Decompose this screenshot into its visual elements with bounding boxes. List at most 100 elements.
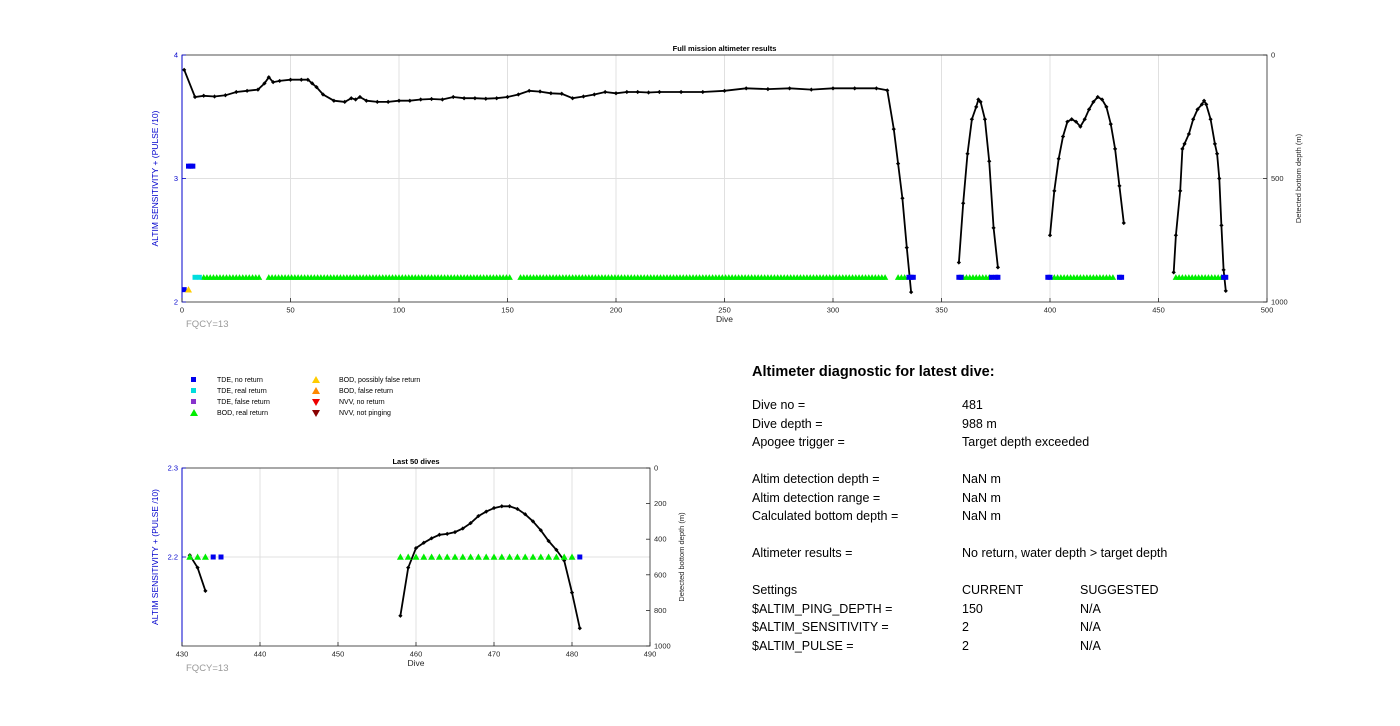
bod-real-return-marker	[506, 553, 514, 560]
depth-line-segment-point	[765, 86, 771, 92]
legend-label: BOD, possibly false return	[339, 376, 421, 384]
depth-line-segment	[958, 97, 999, 268]
y2-tick-label: 1000	[1271, 298, 1288, 307]
recent-depth-line-a-point	[195, 565, 200, 570]
depth-line-segment-point	[192, 94, 198, 100]
recent-depth-line-b-point	[406, 565, 411, 570]
depth-line-segment-point	[624, 89, 629, 95]
depth-line-segment-point	[722, 88, 727, 93]
chart-title: Last 50 dives	[392, 457, 439, 466]
frequency-annotation: FQCY=13	[186, 319, 229, 330]
bod-real-return-marker	[404, 553, 412, 560]
recent-depth-line-b-point	[484, 509, 489, 514]
x-tick-label: 300	[827, 306, 840, 315]
depth-line-segment-point	[904, 245, 909, 250]
y-tick-label: 2.2	[168, 553, 178, 562]
depth-line-segment-point	[1108, 122, 1113, 127]
bod-real-return-marker	[513, 553, 521, 560]
depth-line-segment-point	[744, 86, 749, 91]
depth-line-segment-point	[787, 86, 792, 91]
x-tick-label: 250	[718, 306, 731, 315]
darkred-down-triangle-icon	[312, 410, 320, 417]
y-tick-label: 2	[174, 298, 178, 307]
dive-no-label: Dive no =	[752, 398, 806, 412]
recent-depth-line-b-point	[499, 504, 504, 509]
row-detection-range: Altim detection range = NaN m	[752, 491, 1372, 510]
y-tick-label: 3	[174, 174, 178, 183]
purple-square-icon	[191, 399, 196, 404]
legend-item-bod-possibly-false: BOD, possibly false return	[312, 376, 420, 384]
row-dive-no: Dive no = 481	[752, 398, 1372, 417]
depth-line-segment-point	[1180, 146, 1185, 151]
detection-range-label: Altim detection range =	[752, 490, 881, 505]
depth-line-segment-point	[396, 98, 402, 103]
recent-depth-line-b-point	[530, 519, 536, 524]
recent-depth-line-b-point	[468, 521, 473, 526]
row-ping-depth: $ALTIM_PING_DEPTH = 150 N/A	[752, 602, 1372, 621]
bod-real-return-marker	[490, 553, 498, 560]
depth-line-segment-point	[592, 92, 597, 97]
x-axis-label: Dive	[407, 658, 424, 668]
depth-line-segment-point	[212, 94, 217, 99]
x-tick-label: 470	[488, 650, 501, 659]
y-tick-label: 2.3	[168, 464, 178, 473]
legend-label: BOD, false return	[339, 387, 394, 395]
tde-no-return-marker	[577, 554, 583, 560]
bod-real-return-marker	[201, 553, 209, 560]
legend-item-tde-no-return: TDE, no return	[190, 376, 263, 384]
legend-item-bod-real-return: BOD, real return	[190, 409, 268, 417]
x-tick-label: 150	[501, 306, 514, 315]
legend-item-tde-false-return: TDE, false return	[190, 398, 270, 406]
x-tick-label: 500	[1261, 306, 1274, 315]
recent-depth-line-b-point	[515, 506, 520, 512]
legend-label: TDE, false return	[217, 398, 270, 406]
pulse-current: 2	[962, 638, 969, 653]
legend-item-nvv-no-return: NVV, no return	[312, 398, 385, 406]
suggested-label: SUGGESTED	[1080, 583, 1159, 597]
red-down-triangle-icon	[312, 399, 320, 406]
row-detection-depth: Altim detection depth = NaN m	[752, 472, 1372, 491]
recent-depth-line-a	[189, 554, 207, 592]
depth-line-segment-point	[1212, 141, 1218, 147]
calculated-bottom-label: Calculated bottom depth =	[752, 509, 899, 523]
depth-line-segment-point	[987, 159, 992, 164]
bod-real-return-marker	[412, 553, 420, 560]
tde-no-return-marker	[1047, 274, 1053, 280]
depth-line-segment-point	[1112, 146, 1118, 151]
ping-depth-suggested: N/A	[1080, 601, 1101, 616]
y2-tick-label: 400	[654, 535, 667, 544]
depth-line-segment-point	[472, 96, 478, 101]
depth-line-segment-point	[1178, 188, 1183, 193]
ping-depth-current: 150	[962, 601, 983, 616]
recent-depth-line-b	[399, 505, 581, 629]
y2-tick-label: 1000	[654, 642, 671, 651]
dive-depth-label: Dive depth =	[752, 416, 823, 431]
x-tick-label: 490	[644, 650, 657, 659]
recent-depth-line-b-point	[538, 528, 543, 533]
bod-real-return-marker	[881, 274, 889, 280]
tde-real-return-marker	[196, 274, 202, 280]
altimeter-results-label: Altimeter results =	[752, 546, 853, 560]
y2-tick-label: 800	[654, 606, 667, 615]
recent-depth-line-b-point	[577, 626, 582, 631]
y-tick-label: 4	[174, 51, 178, 60]
tde-no-return-marker	[988, 274, 994, 280]
sensitivity-current: 2	[962, 620, 969, 634]
row-calculated-bottom: Calculated bottom depth = NaN m	[752, 509, 1372, 528]
pulse-suggested: N/A	[1080, 638, 1101, 653]
depth-line-segment-point	[407, 98, 412, 103]
depth-line-segment-point	[386, 99, 391, 105]
legend-item-nvv-not-pinging: NVV, not pinging	[312, 409, 391, 417]
depth-line-segment-point	[635, 89, 640, 95]
bod-real-return-marker	[194, 553, 202, 560]
tde-no-return-marker	[1223, 274, 1229, 280]
depth-line-segment-point	[900, 196, 905, 201]
apogee-value: Target depth exceeded	[962, 435, 1090, 449]
x-tick-label: 50	[286, 306, 294, 315]
dive-no-value: 481	[962, 398, 983, 412]
depth-line-segment-point	[657, 89, 662, 95]
recent-depth-line-b-point	[413, 545, 419, 551]
bod-real-return-marker	[537, 553, 545, 560]
diagnostic-title: Altimeter diagnostic for latest dive:	[752, 364, 995, 380]
row-sensitivity: $ALTIM_SENSITIVITY = 2 N/A	[752, 620, 1372, 639]
